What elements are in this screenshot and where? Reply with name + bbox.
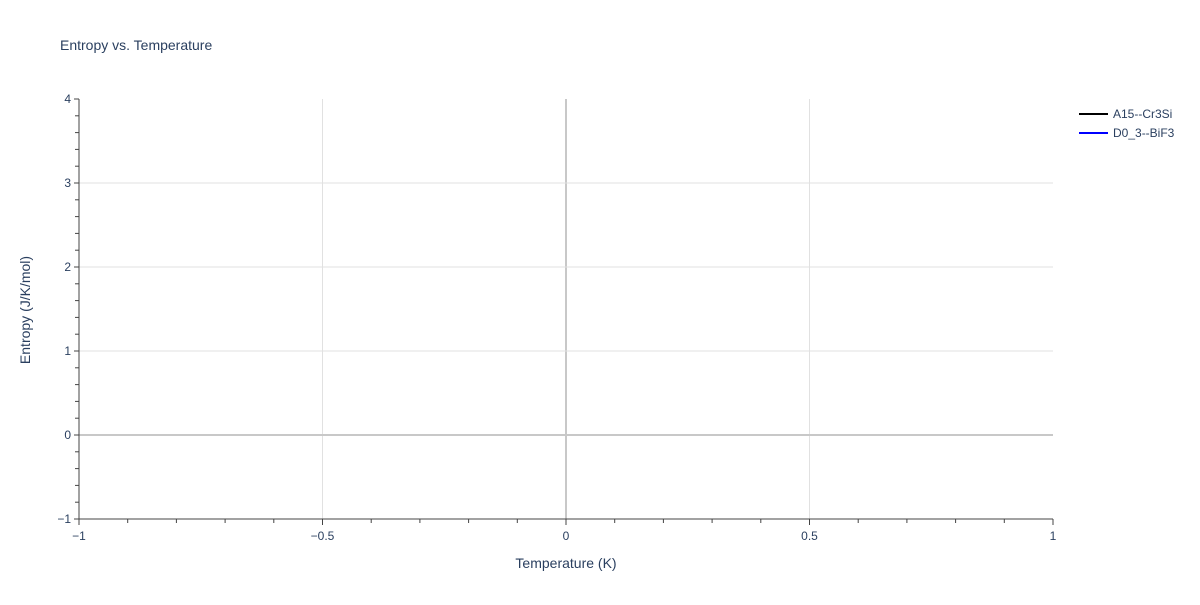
x-axis-label: Temperature (K) [515,555,616,571]
legend[interactable]: A15--Cr3Si D0_3--BiF3 [1079,107,1175,140]
y-tick-label: 3 [64,176,71,190]
y-tick-label: 4 [64,92,71,106]
x-tick-label: −1 [72,529,86,543]
x-tick-label: 0.5 [801,529,818,543]
y-axis-label: Entropy (J/K/mol) [17,256,33,364]
y-tick-label: 0 [64,428,71,442]
y-tick-label: 1 [64,344,71,358]
x-tick-label: 1 [1050,529,1057,543]
y-tick-label: 2 [64,260,71,274]
legend-label: A15--Cr3Si [1113,107,1172,121]
legend-label: D0_3--BiF3 [1113,126,1175,140]
x-tick-label: 0 [563,529,570,543]
y-tick-label: −1 [57,512,71,526]
chart-title: Entropy vs. Temperature [60,37,212,53]
x-tick-label: −0.5 [311,529,335,543]
